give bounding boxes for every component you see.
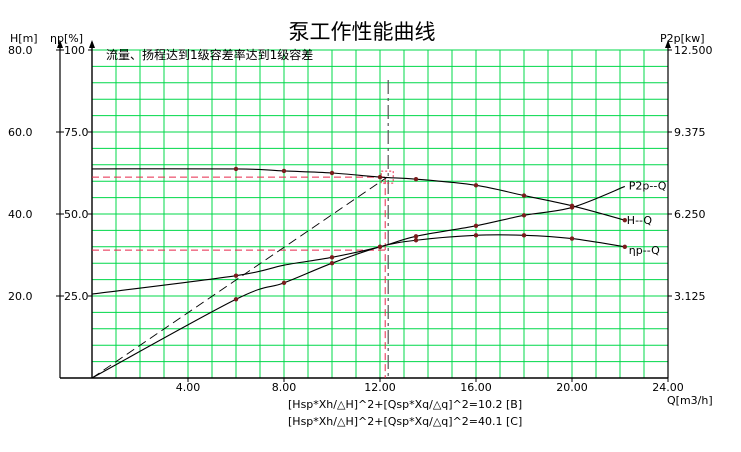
data-point bbox=[473, 233, 479, 238]
data-point bbox=[329, 261, 335, 266]
data-point bbox=[413, 238, 419, 243]
data-point bbox=[233, 166, 239, 172]
data-point bbox=[413, 176, 419, 182]
tick-labels: 4.00 8.00 12.00 16.00 20.00 24.00 20.0 40.0 60.0… bbox=[8, 44, 713, 394]
operating-point-guides bbox=[91, 80, 394, 379]
series-label: P2p--Q bbox=[629, 179, 667, 192]
y-axis-label-power: P2p[kw] bbox=[660, 32, 705, 45]
h-tick-label: 80.0 bbox=[8, 44, 33, 57]
data-point bbox=[413, 234, 419, 239]
data-point bbox=[521, 213, 527, 218]
curves bbox=[91, 168, 626, 379]
series-label: H--Q bbox=[627, 214, 653, 227]
data-point bbox=[233, 297, 239, 302]
y-axis-outer-arrow bbox=[57, 40, 63, 48]
chart-title: 泵工作性能曲线 bbox=[289, 20, 436, 44]
data-point bbox=[377, 174, 383, 180]
data-point bbox=[281, 168, 287, 174]
series-label: ηp--Q bbox=[629, 244, 660, 257]
eff-tick-label: 75.0 bbox=[64, 126, 89, 139]
eff-tick-label: 100 bbox=[64, 44, 85, 57]
h-tick-label: 40.0 bbox=[8, 208, 33, 221]
data-point bbox=[329, 170, 335, 176]
x-tick-label: 4.00 bbox=[176, 381, 201, 394]
formula-c: [Hsp*Xh/△H]^2+[Qsp*Xq/△q]^2=40.1 [C] bbox=[288, 415, 522, 428]
y-axis-label-h: H[m] bbox=[10, 32, 38, 45]
x-tick-label: 12.00 bbox=[364, 381, 396, 394]
x-tick-label: 8.00 bbox=[272, 381, 297, 394]
chart-subtitle: 流量、扬程达到1级容差率达到1级容差 bbox=[106, 47, 313, 62]
data-point bbox=[233, 273, 239, 278]
system-curve-line bbox=[91, 176, 388, 379]
data-point bbox=[281, 280, 287, 286]
data-point bbox=[569, 205, 575, 210]
data-point bbox=[622, 217, 627, 223]
data-point bbox=[377, 244, 383, 249]
h-tick-label: 60.0 bbox=[8, 126, 33, 139]
data-point bbox=[473, 183, 479, 188]
data-point bbox=[622, 244, 627, 249]
y-axis-arrow bbox=[89, 40, 95, 48]
data-point bbox=[473, 223, 479, 229]
grid-lines bbox=[91, 49, 669, 379]
power-tick-label: 6.250 bbox=[674, 208, 706, 221]
formula-b: [Hsp*Xh/△H]^2+[Qsp*Xq/△q]^2=10.2 [B] bbox=[288, 398, 522, 411]
power-tick-label: 3.125 bbox=[674, 290, 706, 303]
data-point bbox=[521, 233, 527, 238]
x-axis-label: Q[m3/h] bbox=[667, 394, 713, 407]
y-axis-label-eff: ηp[%] bbox=[50, 32, 83, 45]
x-tick-label: 20.00 bbox=[556, 381, 588, 394]
data-point bbox=[569, 236, 575, 241]
axes bbox=[56, 40, 672, 382]
series-line bbox=[91, 185, 626, 295]
eff-tick-label: 50.0 bbox=[64, 208, 89, 221]
x-tick-label: 24.00 bbox=[652, 381, 684, 394]
series-line bbox=[91, 234, 625, 379]
curve-markers: H--Q P2p--Q ηp--Q bbox=[233, 166, 667, 302]
eff-tick-label: 25.0 bbox=[64, 290, 89, 303]
data-point bbox=[521, 193, 527, 198]
power-tick-label: 12.500 bbox=[674, 44, 713, 57]
y-axis-right-arrow bbox=[665, 40, 671, 48]
power-tick-label: 9.375 bbox=[674, 126, 706, 139]
x-tick-label: 16.00 bbox=[460, 381, 492, 394]
h-tick-label: 20.0 bbox=[8, 290, 33, 303]
data-point bbox=[329, 255, 335, 260]
